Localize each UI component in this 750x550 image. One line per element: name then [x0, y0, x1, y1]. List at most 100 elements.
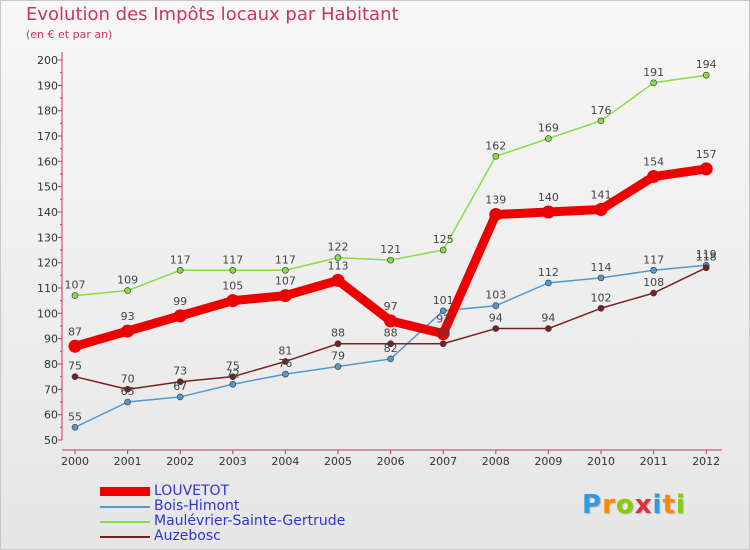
data-point [650, 79, 657, 87]
data-point [541, 205, 555, 219]
legend-item: Bois-Himont [100, 499, 345, 514]
legend-label: Auzebosc [154, 528, 221, 544]
legend-label: Bois-Himont [154, 498, 240, 514]
data-point [439, 340, 447, 348]
data-point [229, 373, 237, 380]
data-label: 141 [591, 188, 612, 201]
data-label: 72 [226, 367, 240, 380]
logo-letter: x [634, 490, 653, 520]
data-point [282, 370, 289, 378]
data-label: 109 [117, 274, 138, 287]
data-point [545, 279, 552, 287]
logo-letter: i [652, 490, 663, 520]
data-point [124, 287, 131, 294]
data-label: 140 [538, 191, 559, 204]
x-tick-label: 2006 [377, 455, 405, 468]
y-tick-label: 110 [37, 282, 58, 295]
data-label: 118 [696, 251, 717, 264]
logo-letter: i [675, 490, 686, 520]
data-point [594, 202, 608, 216]
data-label: 117 [222, 253, 243, 266]
data-point [124, 398, 131, 406]
y-tick-label: 50 [44, 434, 58, 447]
data-label: 107 [275, 275, 296, 288]
data-point [68, 339, 82, 353]
data-label: 102 [591, 291, 612, 304]
data-point [492, 325, 500, 332]
data-label: 55 [68, 410, 82, 423]
data-label-layer: 55 65 67 72 76 79 82 101 103 112 114 117 119 107 109 11… [65, 58, 717, 423]
data-label: 76 [278, 357, 292, 370]
data-point [71, 292, 79, 299]
data-point [387, 355, 394, 363]
data-label: 112 [538, 266, 559, 279]
x-tick-label: 2009 [534, 455, 562, 468]
x-tick-label: 2007 [429, 455, 457, 468]
data-point [597, 304, 605, 312]
legend-swatch [100, 487, 150, 496]
y-tick-label: 140 [37, 206, 58, 219]
data-label: 93 [121, 310, 135, 323]
data-point [702, 71, 710, 79]
data-point [334, 363, 342, 370]
data-point [71, 373, 79, 380]
y-tick-label: 200 [37, 54, 58, 67]
data-point [439, 307, 447, 315]
data-label: 65 [121, 385, 135, 398]
data-label: 117 [643, 253, 664, 266]
legend-label: Maulévrier-Sainte-Gertrude [154, 513, 346, 529]
data-label: 82 [384, 342, 398, 355]
data-label: 114 [591, 261, 612, 274]
logo-letter: t [662, 490, 676, 520]
data-label: 162 [485, 139, 506, 152]
data-point [650, 289, 657, 297]
data-point [331, 273, 345, 287]
data-point [334, 340, 342, 348]
data-point [545, 135, 552, 142]
legend: LOUVETOT Bois-Himont Maulévrier-Sainte-Ger… [100, 484, 345, 544]
x-tick-label: 2003 [219, 455, 247, 468]
data-label: 113 [328, 259, 349, 272]
data-label: 97 [384, 300, 398, 313]
data-label: 88 [436, 327, 450, 340]
data-point [124, 386, 131, 393]
x-tick-label: 2005 [324, 455, 352, 468]
data-point [545, 325, 552, 332]
data-point [229, 266, 237, 274]
legend-swatch [100, 520, 150, 523]
x-tick-label: 2012 [692, 455, 720, 468]
y-tick-label: 120 [37, 257, 58, 270]
data-label: 103 [485, 289, 506, 302]
data-label: 107 [65, 279, 86, 292]
data-label: 117 [170, 253, 191, 266]
chart-title: Evolution des Impôts locaux par Habitant [26, 4, 399, 25]
legend-label: LOUVETOT [154, 483, 230, 499]
data-point [647, 170, 661, 184]
data-point [71, 424, 79, 431]
data-point [439, 246, 447, 254]
y-tick-label: 160 [37, 155, 58, 168]
data-point [226, 294, 240, 308]
data-label: 139 [485, 194, 506, 207]
chart-subtitle: (en € et par an) [26, 28, 113, 41]
data-label: 154 [643, 156, 664, 169]
data-label: 119 [696, 248, 717, 261]
legend-item: LOUVETOT [100, 484, 345, 499]
data-point [384, 314, 398, 328]
data-label: 122 [328, 241, 349, 254]
data-label: 70 [121, 372, 135, 385]
data-label: 101 [433, 294, 454, 307]
data-point [282, 358, 289, 365]
data-point [702, 264, 710, 272]
data-point [229, 380, 237, 388]
data-label: 81 [278, 344, 292, 357]
y-tick-label: 60 [44, 409, 58, 422]
y-tick-label: 80 [44, 358, 58, 371]
x-tick-label: 2002 [166, 455, 194, 468]
data-point [597, 274, 605, 282]
data-point [176, 393, 184, 401]
logo-letter: r [602, 490, 616, 520]
data-label: 94 [489, 312, 503, 325]
data-point [387, 340, 394, 348]
y-tick-label: 170 [37, 130, 58, 143]
